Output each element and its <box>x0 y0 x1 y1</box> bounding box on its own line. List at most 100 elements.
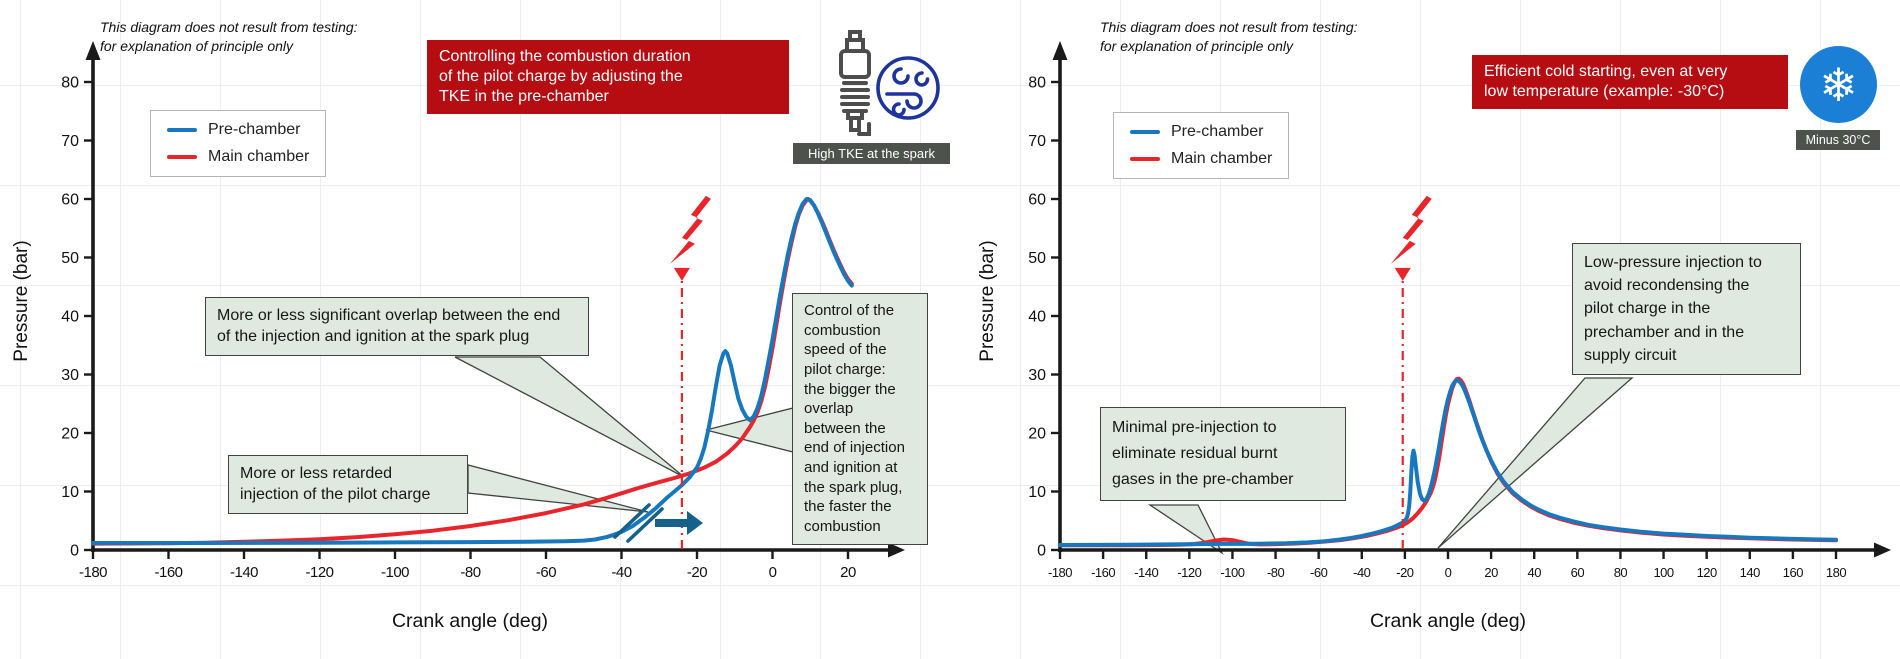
callout-minimal-pre-injection: Minimal pre-injection to eliminate resid… <box>1100 407 1346 501</box>
y-axis-arrowhead <box>1052 41 1068 60</box>
x-tick-label: 100 <box>1653 565 1673 580</box>
y-tick-label: 70 <box>1028 133 1046 150</box>
chart-cold-starting: -180 -160 -140 -120 -100 -80 -60 -40 -20 0 20 40 60 8… <box>1028 41 1891 580</box>
headline-banner: Efficient cold starting, even at very lo… <box>1472 55 1788 109</box>
y-tick-label: 60 <box>61 192 79 209</box>
icon-caption-minus-30: Minus 30°C <box>1796 130 1880 150</box>
x-tick-label: 40 <box>1527 565 1541 580</box>
legend: Pre-chamber Main chamber <box>1113 112 1290 179</box>
injection-shift-mark <box>613 503 651 539</box>
spark-lightning-bolt-icon <box>669 195 711 264</box>
legend-label: Pre-chamber <box>1171 123 1264 140</box>
x-tick-label: -100 <box>1220 565 1244 580</box>
pre-chamber-line-swatch <box>1130 130 1160 134</box>
chart-combustion-control: -180 -160 -140 -120 -100 -80 -60 -40 -20 0 20 0 10 20… <box>61 41 905 581</box>
main-chamber-line-swatch <box>167 155 197 159</box>
turbulence-swirl-icon <box>874 54 942 127</box>
ignition-marker-triangle <box>673 267 690 281</box>
x-tick-label: 140 <box>1740 565 1760 580</box>
y-tick-label: 50 <box>1028 250 1046 267</box>
x-tick-label: -60 <box>1310 565 1328 580</box>
y-tick-label: 20 <box>61 426 79 443</box>
x-tick-label: -80 <box>460 564 480 581</box>
snowflake-icon: ❄ <box>1800 46 1877 123</box>
disclaimer-note: This diagram does not result from testin… <box>100 19 358 55</box>
x-tick-label: -120 <box>305 564 333 581</box>
y-axis-label: Pressure (bar) <box>11 240 32 362</box>
legend: Pre-chamber Main chamber <box>150 110 327 177</box>
legend-label: Main chamber <box>1171 150 1273 167</box>
legend-label: Pre-chamber <box>208 121 301 138</box>
panel-combustion-duration-control: -180 -160 -140 -120 -100 -80 -60 -40 -20 0 20 0 10 20… <box>11 19 950 632</box>
x-tick-label: 60 <box>1571 565 1585 580</box>
x-tick-label: -20 <box>1396 565 1414 580</box>
x-tick-label: -100 <box>381 564 409 581</box>
y-tick-label: 30 <box>61 367 79 384</box>
y-tick-label: 30 <box>1028 367 1046 384</box>
y-tick-label: 60 <box>1028 192 1046 209</box>
x-tick-label: 20 <box>840 564 856 581</box>
main-chamber-line-swatch <box>1130 157 1160 161</box>
x-axis-arrowhead <box>1874 542 1891 558</box>
y-tick-label: 10 <box>1028 484 1046 501</box>
callout-tail <box>467 464 649 513</box>
callout-overlap-injection-ignition: More or less significant overlap between… <box>205 297 589 356</box>
headline-banner: Controlling the combustion duration of t… <box>427 40 789 114</box>
y-axis-arrowhead <box>85 41 101 60</box>
spark-plug-icon <box>836 30 874 147</box>
pre-chamber-curve <box>1058 378 1838 547</box>
spark-lightning-bolt-icon <box>1390 195 1432 264</box>
panel-cold-starting: -180 -160 -140 -120 -100 -80 -60 -40 -20 0 20 40 60 8… <box>950 0 1900 659</box>
y-tick-label: 20 <box>1028 426 1046 443</box>
y-tick-label: 50 <box>61 250 79 267</box>
x-tick-label: 120 <box>1697 565 1717 580</box>
x-tick-label: 180 <box>1826 565 1846 580</box>
callout-retarded-injection: More or less retarded injection of the p… <box>228 455 468 514</box>
x-tick-label: -140 <box>1134 565 1158 580</box>
injection-shift-mark <box>626 507 664 543</box>
y-tick-label: 40 <box>1028 309 1046 326</box>
icon-caption-high-tke: High TKE at the spark <box>793 143 950 164</box>
x-tick-label: 160 <box>1783 565 1803 580</box>
x-tick-label: 0 <box>769 564 777 581</box>
x-tick-label: 0 <box>1445 565 1452 580</box>
x-axis-label: Crank angle (deg) <box>1369 610 1527 632</box>
y-tick-label: 80 <box>61 75 79 92</box>
callout-low-pressure-injection: Low-pressure injection to avoid reconden… <box>1572 243 1801 375</box>
y-tick-label: 0 <box>1037 543 1046 560</box>
x-tick-label: -140 <box>230 564 258 581</box>
x-tick-label: 80 <box>1614 565 1628 580</box>
x-tick-label: -20 <box>687 564 707 581</box>
x-axis-label: Crank angle (deg) <box>391 610 549 632</box>
ignition-marker-triangle <box>1394 267 1411 281</box>
x-tick-label: -80 <box>1267 565 1285 580</box>
x-tick-label: -180 <box>79 564 107 581</box>
y-tick-label: 10 <box>61 484 79 501</box>
legend-item-main-chamber: Main chamber <box>167 148 309 166</box>
y-tick-label: 70 <box>61 133 79 150</box>
y-tick-label: 40 <box>61 309 79 326</box>
injection-shift-arrow <box>655 511 703 535</box>
callout-combustion-speed-control: Control of the combustion speed of the p… <box>792 293 928 545</box>
callout-tail <box>1437 377 1634 549</box>
callout-tail <box>454 356 685 478</box>
x-tick-label: -40 <box>1353 565 1371 580</box>
x-axis-arrowhead <box>888 542 905 558</box>
x-tick-label: -40 <box>611 564 631 581</box>
pre-chamber-line-swatch <box>167 128 197 132</box>
y-axis-label: Pressure (bar) <box>977 240 998 362</box>
x-tick-label: -180 <box>1048 565 1072 580</box>
x-tick-label: 20 <box>1484 565 1498 580</box>
x-tick-label: -120 <box>1177 565 1201 580</box>
legend-item-main-chamber: Main chamber <box>1130 150 1272 168</box>
x-tick-label: -160 <box>154 564 182 581</box>
y-tick-label: 0 <box>70 543 79 560</box>
x-tick-label: -60 <box>536 564 556 581</box>
x-tick-label: -160 <box>1091 565 1115 580</box>
legend-item-pre-chamber: Pre-chamber <box>1130 123 1272 141</box>
legend-label: Main chamber <box>208 148 310 165</box>
legend-item-pre-chamber: Pre-chamber <box>167 121 309 139</box>
y-tick-label: 80 <box>1028 75 1046 92</box>
disclaimer-note: This diagram does not result from testin… <box>1100 19 1358 55</box>
